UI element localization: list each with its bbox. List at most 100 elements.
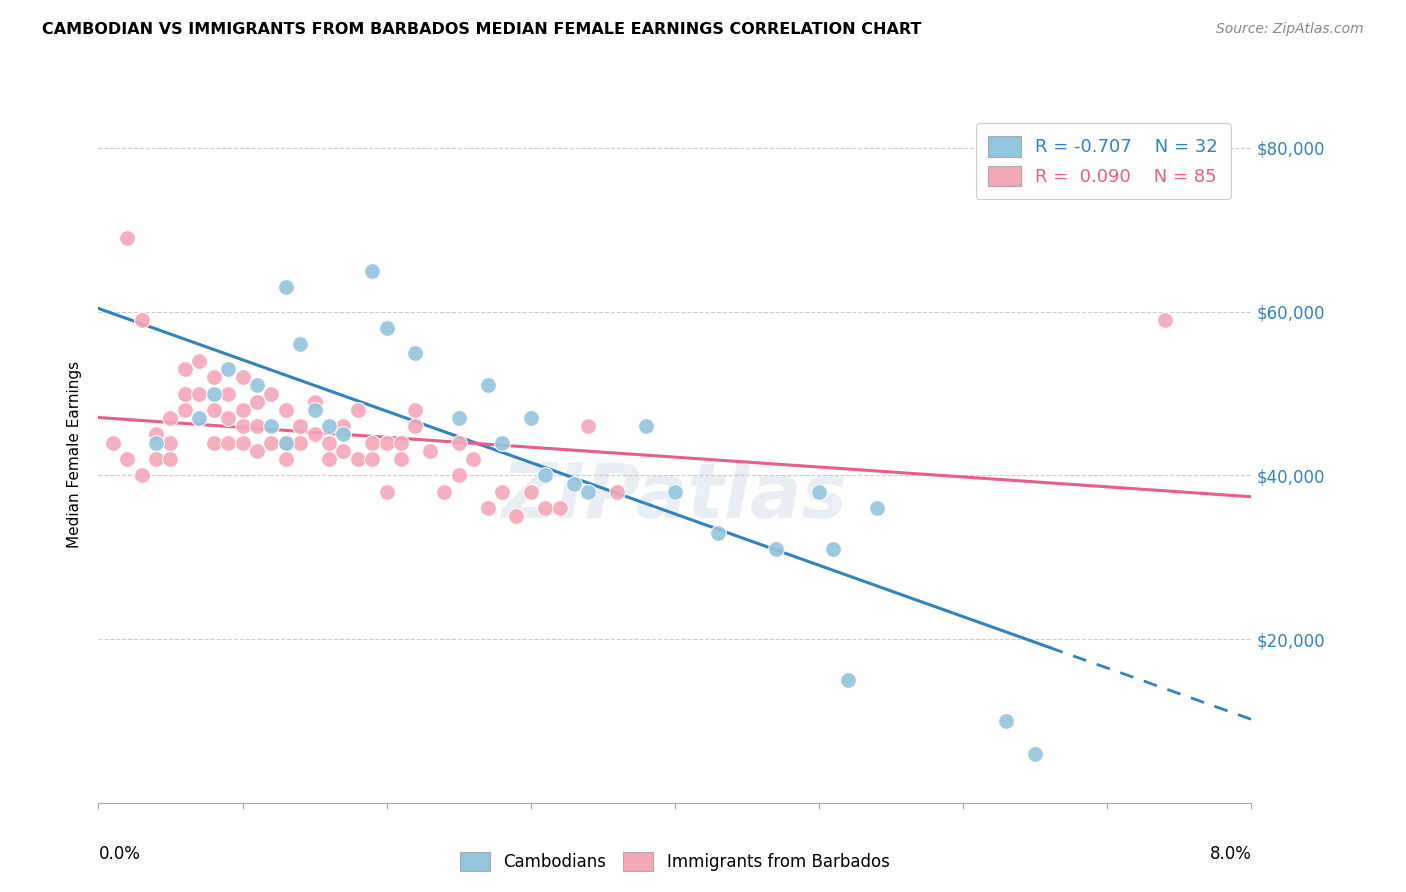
Point xyxy=(159,411,181,425)
Point xyxy=(217,411,239,425)
Point xyxy=(606,484,628,499)
Point xyxy=(117,231,139,245)
Point xyxy=(636,419,658,434)
Legend: Cambodians, Immigrants from Barbados: Cambodians, Immigrants from Barbados xyxy=(451,843,898,880)
Point xyxy=(131,313,153,327)
Text: CAMBODIAN VS IMMIGRANTS FROM BARBADOS MEDIAN FEMALE EARNINGS CORRELATION CHART: CAMBODIAN VS IMMIGRANTS FROM BARBADOS ME… xyxy=(42,22,921,37)
Point xyxy=(159,435,181,450)
Point xyxy=(318,435,340,450)
Point xyxy=(217,362,239,376)
Point xyxy=(534,501,557,516)
Point xyxy=(260,386,283,401)
Point xyxy=(332,443,354,458)
Point xyxy=(231,370,254,384)
Point xyxy=(274,435,297,450)
Point xyxy=(361,435,384,450)
Point xyxy=(477,378,499,392)
Point xyxy=(202,386,225,401)
Point xyxy=(202,435,225,450)
Text: 0.0%: 0.0% xyxy=(98,845,141,863)
Point xyxy=(202,370,225,384)
Point xyxy=(405,403,427,417)
Point xyxy=(304,394,326,409)
Point xyxy=(389,435,412,450)
Point xyxy=(505,509,527,524)
Point xyxy=(375,321,398,335)
Point xyxy=(246,394,269,409)
Point xyxy=(375,435,398,450)
Point xyxy=(389,452,412,467)
Point xyxy=(332,419,354,434)
Point xyxy=(304,427,326,442)
Point xyxy=(188,411,211,425)
Point xyxy=(304,403,326,417)
Point xyxy=(375,484,398,499)
Point xyxy=(231,435,254,450)
Point xyxy=(145,427,167,442)
Point xyxy=(318,419,340,434)
Point xyxy=(361,264,384,278)
Point xyxy=(274,435,297,450)
Point xyxy=(346,403,368,417)
Point xyxy=(174,362,197,376)
Point xyxy=(405,345,427,359)
Text: Source: ZipAtlas.com: Source: ZipAtlas.com xyxy=(1216,22,1364,37)
Point xyxy=(433,484,456,499)
Point xyxy=(807,484,830,499)
Point xyxy=(491,435,513,450)
Point xyxy=(246,378,269,392)
Point xyxy=(274,280,297,294)
Point xyxy=(202,403,225,417)
Point xyxy=(578,419,600,434)
Point xyxy=(217,386,239,401)
Point xyxy=(866,501,889,516)
Point xyxy=(145,452,167,467)
Point xyxy=(231,403,254,417)
Point xyxy=(117,452,139,467)
Point xyxy=(260,435,283,450)
Point xyxy=(664,484,686,499)
Point xyxy=(332,427,354,442)
Point xyxy=(707,525,730,540)
Point xyxy=(419,443,441,458)
Point xyxy=(491,484,513,499)
Point xyxy=(246,443,269,458)
Point xyxy=(101,435,124,450)
Point xyxy=(145,435,167,450)
Point xyxy=(461,452,484,467)
Point xyxy=(823,542,845,557)
Point xyxy=(520,484,543,499)
Text: ZIPatlas: ZIPatlas xyxy=(502,459,848,533)
Point xyxy=(231,419,254,434)
Point xyxy=(477,501,499,516)
Point xyxy=(159,452,181,467)
Point xyxy=(361,452,384,467)
Point xyxy=(447,435,470,450)
Point xyxy=(1153,313,1175,327)
Point xyxy=(1024,747,1046,761)
Point xyxy=(318,452,340,467)
Point xyxy=(174,403,197,417)
Point xyxy=(520,411,543,425)
Point xyxy=(405,419,427,434)
Point xyxy=(837,673,859,687)
Point xyxy=(995,714,1018,728)
Text: 8.0%: 8.0% xyxy=(1209,845,1251,863)
Point xyxy=(447,468,470,483)
Y-axis label: Median Female Earnings: Median Female Earnings xyxy=(67,361,83,549)
Point xyxy=(131,468,153,483)
Point xyxy=(274,452,297,467)
Legend: R = -0.707    N = 32, R =  0.090    N = 85: R = -0.707 N = 32, R = 0.090 N = 85 xyxy=(976,123,1230,199)
Point xyxy=(562,476,585,491)
Point xyxy=(188,386,211,401)
Point xyxy=(290,435,312,450)
Point xyxy=(260,419,283,434)
Point xyxy=(174,386,197,401)
Point xyxy=(548,501,571,516)
Point xyxy=(290,337,312,351)
Point xyxy=(188,353,211,368)
Point xyxy=(290,419,312,434)
Point xyxy=(246,419,269,434)
Point xyxy=(447,411,470,425)
Point xyxy=(346,452,368,467)
